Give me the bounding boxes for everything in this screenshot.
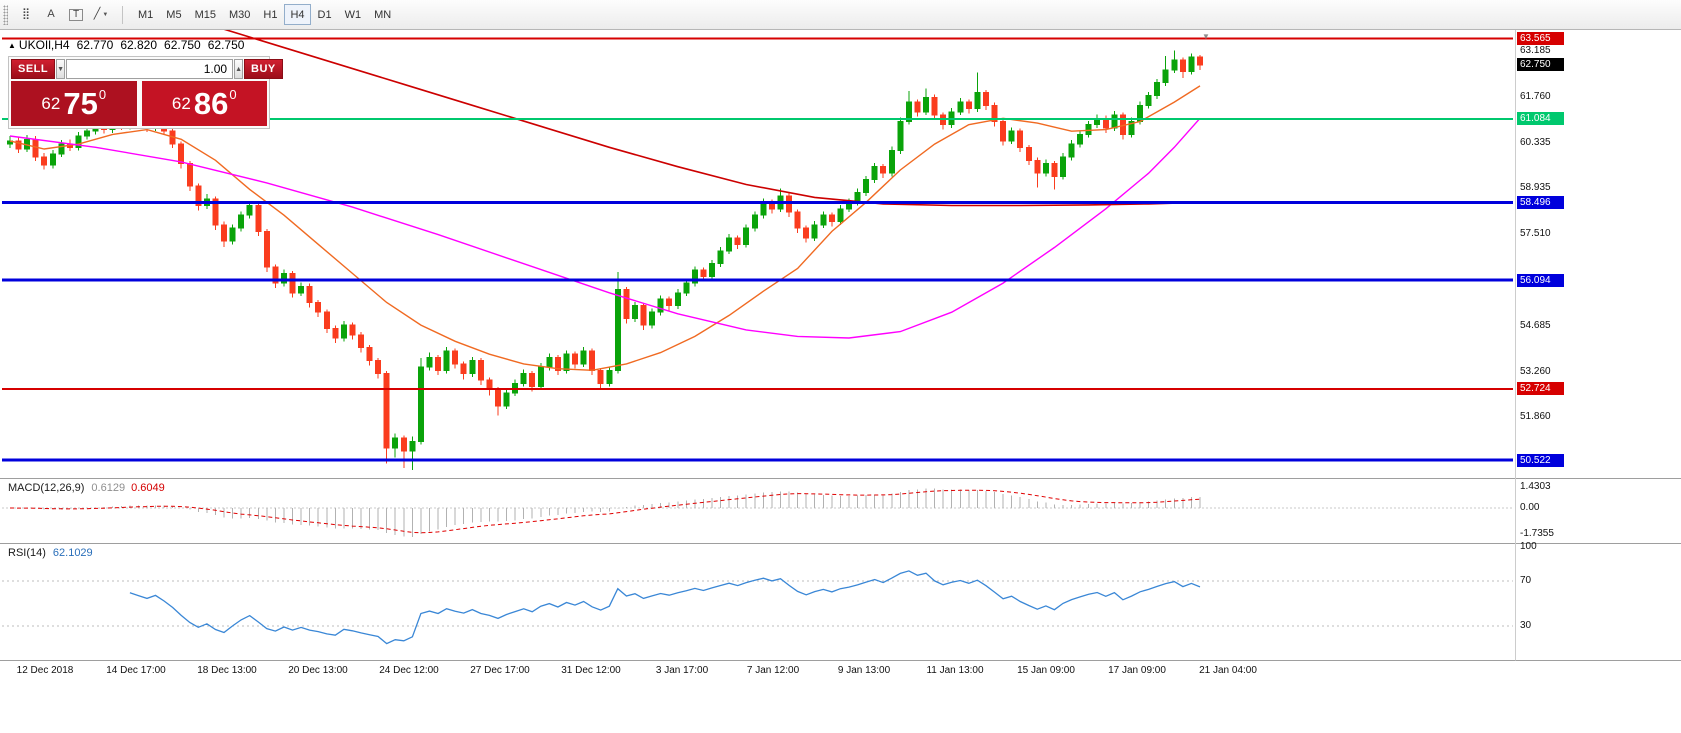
rsi-header: RSI(14) 62.1029 [8, 547, 93, 559]
symbol-name: UKOIl,H4 [18, 38, 70, 52]
macd-main-value: 0.6129 [91, 482, 126, 494]
tool-button-crosshair-grid-icon[interactable]: ⣿ [14, 4, 38, 26]
ohlc-high: 62.820 [120, 38, 158, 52]
toolbar-separator [122, 5, 123, 24]
caret-down-icon: ▼ [102, 11, 109, 18]
macd-signal-value: 0.6049 [131, 482, 165, 494]
timeframe-button-m5[interactable]: M5 [160, 4, 187, 25]
bid-price-box[interactable]: 62 75 0 [11, 81, 137, 126]
bid-price-pipette: 0 [98, 87, 107, 102]
caret-down-icon: ▼ [57, 65, 65, 73]
ask-price-pipette: 0 [229, 87, 237, 102]
macd-layer [2, 488, 1513, 537]
timeframe-button-m1[interactable]: M1 [132, 4, 159, 25]
rsi-label: RSI(14) [8, 547, 46, 559]
timeframe-button-m15[interactable]: M15 [189, 4, 222, 25]
text-frame-icon: T [68, 8, 84, 21]
volume-increase-button[interactable]: ▲ [234, 59, 243, 79]
tool-button-draw-tools-icon[interactable]: ╱ ▼ [89, 4, 113, 26]
timeframe-button-h1[interactable]: H1 [257, 4, 283, 25]
macd-label: MACD(12,26,9) [8, 482, 85, 494]
rsi-value: 62.1029 [52, 547, 93, 559]
timeframe-button-m30[interactable]: M30 [223, 4, 256, 25]
toolbar-drag-handle[interactable] [3, 4, 8, 25]
tool-button-text-label-icon[interactable]: A [39, 4, 63, 26]
timeframe-button-mn[interactable]: MN [368, 4, 397, 25]
rsi-layer [2, 570, 1513, 645]
symbol-ohlc-line: ▲ UKOIl,H4 62.770 62.820 62.750 62.750 [8, 38, 244, 52]
crosshair-grid-icon: ⣿ [21, 8, 31, 20]
ask-price-pips: 86 [193, 85, 229, 121]
buy-button[interactable]: BUY [244, 59, 283, 79]
draw-tools-icon: ╱ [93, 8, 101, 20]
text-label-icon: A [47, 8, 55, 20]
price-axis[interactable] [1515, 30, 1681, 661]
ask-price-int: 62 [171, 93, 191, 113]
bid-price-pips: 75 [63, 85, 98, 121]
ma-slow-line [198, 20, 1201, 207]
one-click-trading-panel: SELL ▼ ▲ BUY 62 75 0 62 86 0 [8, 56, 283, 129]
toolbar: ⣿ A T ╱ ▼ M1 M5 M15 M30 H1 H4 D1 W1 MN [0, 0, 1681, 30]
sell-button[interactable]: SELL [11, 59, 56, 79]
caret-up-icon: ▲ [235, 65, 242, 73]
bid-price-int: 62 [41, 93, 61, 113]
timeframe-button-group: M1 M5 M15 M30 H1 H4 D1 W1 MN [132, 4, 397, 25]
macd-header: MACD(12,26,9) 0.6129 0.6049 [8, 482, 165, 494]
ohlc-open: 62.770 [76, 38, 114, 52]
ohlc-low: 62.750 [164, 38, 201, 52]
tool-button-group: ⣿ A T ╱ ▼ [14, 4, 113, 26]
ma-mid-line [9, 117, 1201, 339]
timeframe-button-w1[interactable]: W1 [339, 4, 368, 25]
timeframe-button-h4[interactable]: H4 [284, 4, 311, 25]
tool-button-text-frame-icon[interactable]: T [64, 4, 88, 26]
ohlc-close: 62.750 [207, 38, 245, 52]
timeframe-button-d1[interactable]: D1 [312, 4, 338, 25]
macd-signal-line [9, 489, 1201, 534]
time-axis[interactable] [0, 661, 1513, 683]
volume-input[interactable] [66, 59, 234, 79]
levels-layer [2, 37, 1513, 462]
separators-layer [0, 30, 1681, 661]
rsi-line [129, 570, 1201, 645]
chart-shift-marker: ▼ [1202, 32, 1210, 41]
volume-decrease-button[interactable]: ▼ [56, 59, 66, 79]
symbol-arrow-icon: ▲ [8, 41, 16, 50]
ask-price-box[interactable]: 62 86 0 [141, 81, 267, 126]
